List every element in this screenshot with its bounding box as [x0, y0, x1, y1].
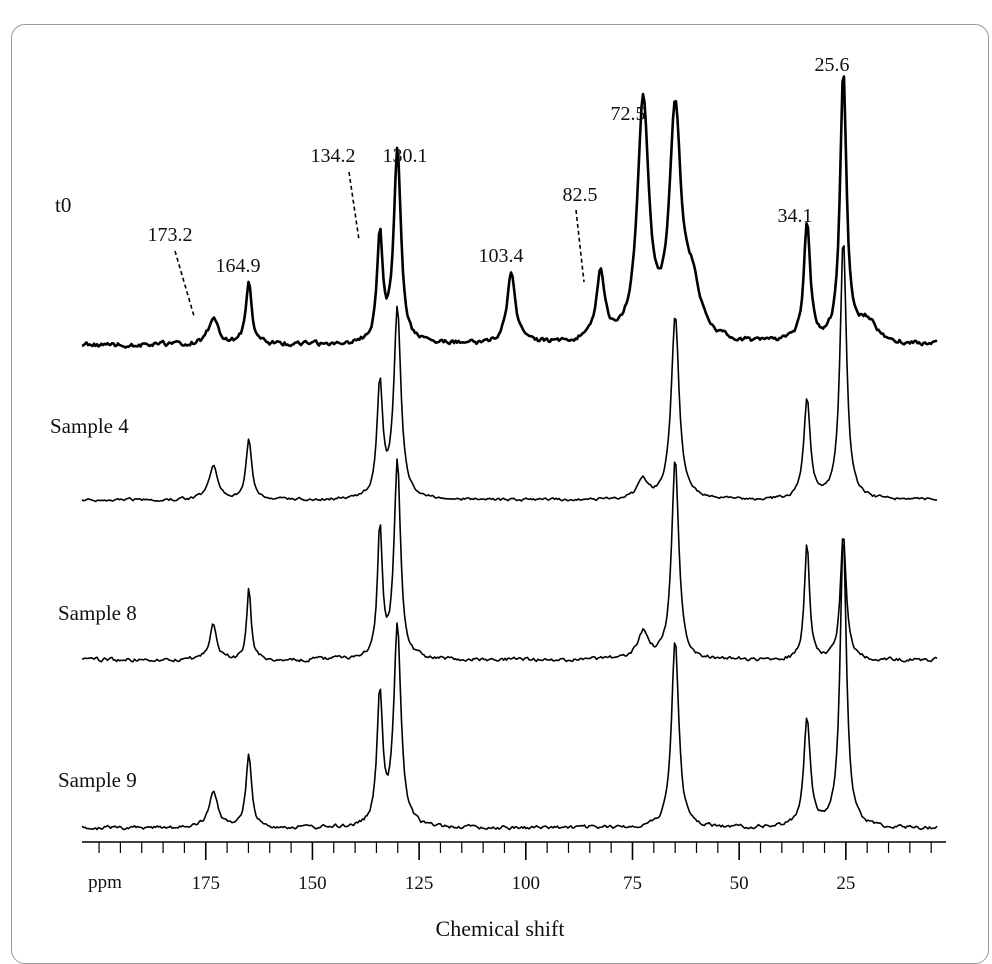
x-tick-label: 75: [623, 873, 642, 894]
spectrum-trace: [81, 75, 938, 349]
peak-label: 103.4: [479, 245, 524, 267]
x-tick-label: 25: [836, 873, 855, 894]
peak-label: 34.1: [778, 205, 813, 227]
spectrum-trace: [81, 544, 938, 831]
x-axis: 175 150 125 100 75 50 25: [82, 841, 946, 894]
peak-label: 25.6: [815, 54, 850, 76]
x-axis-label: Chemical shift: [436, 916, 565, 941]
spectrum-trace: [81, 458, 938, 663]
x-tick-label: 150: [298, 873, 327, 894]
peak-leader-line: [575, 209, 585, 283]
peak-leader-line: [174, 250, 195, 317]
labels-layer: t0 Sample 4 Sample 8 Sample 9 25.6 72.5 134.2 1…: [50, 54, 850, 792]
minor-ticks: [98, 842, 932, 853]
x-tick-label: 100: [512, 873, 541, 894]
x-tick-label: 50: [730, 873, 749, 894]
peak-label: 164.9: [216, 255, 261, 277]
series-label: Sample 8: [58, 601, 137, 625]
peak-label: 134.2: [311, 145, 356, 167]
peak-leader-line: [348, 171, 360, 241]
series-label: t0: [55, 193, 71, 217]
x-tick-label: 175: [192, 873, 221, 894]
peak-label: 72.5: [611, 103, 646, 125]
peak-label: 173.2: [148, 224, 193, 246]
spectrum-trace: [81, 245, 938, 503]
spectra-layer: [81, 75, 938, 831]
peak-label: 130.1: [383, 145, 428, 167]
x-tick-label: 125: [405, 873, 434, 894]
major-ticks: 175 150 125 100 75 50 25: [192, 842, 855, 894]
peak-label: 82.5: [563, 184, 598, 206]
series-label: Sample 4: [50, 414, 129, 438]
unit-label: ppm: [88, 872, 122, 893]
series-label: Sample 9: [58, 768, 137, 792]
